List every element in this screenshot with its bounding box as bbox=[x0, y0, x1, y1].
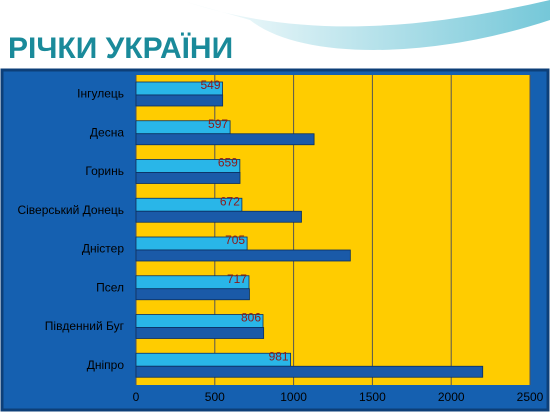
value-label: 981 bbox=[269, 349, 289, 363]
bar bbox=[135, 249, 351, 262]
value-label: 806 bbox=[241, 311, 261, 325]
value-label: 597 bbox=[208, 117, 228, 131]
y-tick-label: Інгулець bbox=[77, 87, 124, 101]
y-tick-label: Сіверський Донець bbox=[17, 203, 124, 217]
y-tick-label: Дністер bbox=[82, 242, 124, 256]
x-tick-label: 500 bbox=[205, 390, 225, 404]
value-label: 672 bbox=[220, 194, 240, 208]
bar bbox=[135, 94, 224, 107]
bar bbox=[135, 172, 241, 184]
y-tick-label: Горинь bbox=[85, 164, 124, 178]
bar bbox=[135, 288, 250, 301]
x-tick-label: 1000 bbox=[280, 390, 307, 404]
y-tick-label: Південний Буг bbox=[45, 319, 125, 333]
x-tick-label: 2500 bbox=[517, 390, 544, 404]
bar bbox=[135, 210, 302, 223]
y-tick-label: Дніпро bbox=[87, 358, 125, 372]
bar bbox=[135, 133, 315, 146]
bar bbox=[135, 327, 265, 339]
x-tick-label: 1500 bbox=[359, 390, 386, 404]
x-tick-label: 0 bbox=[133, 390, 140, 404]
decoration bbox=[180, 0, 550, 50]
value-label: 705 bbox=[225, 233, 245, 247]
chart-title: РІЧКИ УКРАЇНИ bbox=[8, 32, 233, 65]
value-label: 659 bbox=[218, 156, 238, 170]
value-label: 717 bbox=[227, 272, 247, 286]
x-tick-label: 2000 bbox=[438, 390, 465, 404]
y-tick-label: Десна bbox=[90, 125, 124, 139]
y-tick-label: Псел bbox=[96, 280, 124, 294]
value-label: 549 bbox=[200, 78, 220, 92]
bar bbox=[135, 365, 484, 378]
bar bbox=[135, 352, 292, 367]
